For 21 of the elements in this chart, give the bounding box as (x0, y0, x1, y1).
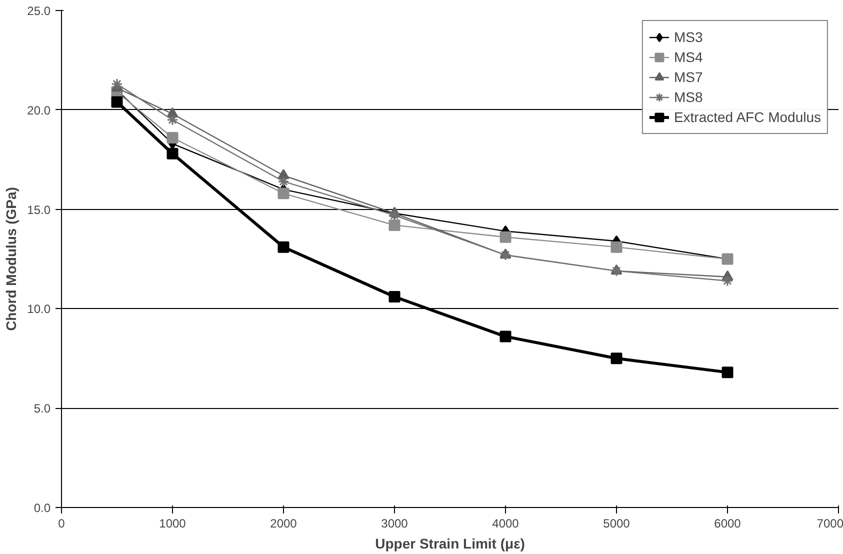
x-tick-label: 2000 (270, 516, 298, 530)
x-tick-label: 7000 (816, 516, 843, 530)
legend-label: MS8 (674, 89, 703, 105)
legend-label: MS3 (674, 29, 703, 45)
x-tick-label: 0 (58, 516, 66, 530)
legend-label: MS4 (674, 49, 703, 65)
y-tick-label: 0.0 (34, 501, 51, 515)
y-tick-label: 10.0 (27, 302, 51, 316)
x-tick-label: 3000 (381, 516, 408, 530)
y-tick-label: 15.0 (27, 202, 51, 217)
y-axis-title: Chord Modulus (GPa) (3, 187, 20, 331)
x-tick-label: 4000 (492, 516, 520, 530)
y-tick-label: 5.0 (34, 402, 51, 416)
y-tick-label: 25.0 (27, 4, 51, 18)
legend-label: Extracted AFC Modulus (674, 109, 821, 125)
x-tick-label: 5000 (603, 516, 630, 530)
x-tick-label: 6000 (714, 516, 742, 530)
y-tick-label: 20.0 (27, 103, 51, 118)
legend-label: MS7 (674, 69, 703, 85)
x-tick-label: 1000 (159, 516, 186, 530)
x-axis-title: Upper Strain Limit (με) (375, 536, 525, 552)
